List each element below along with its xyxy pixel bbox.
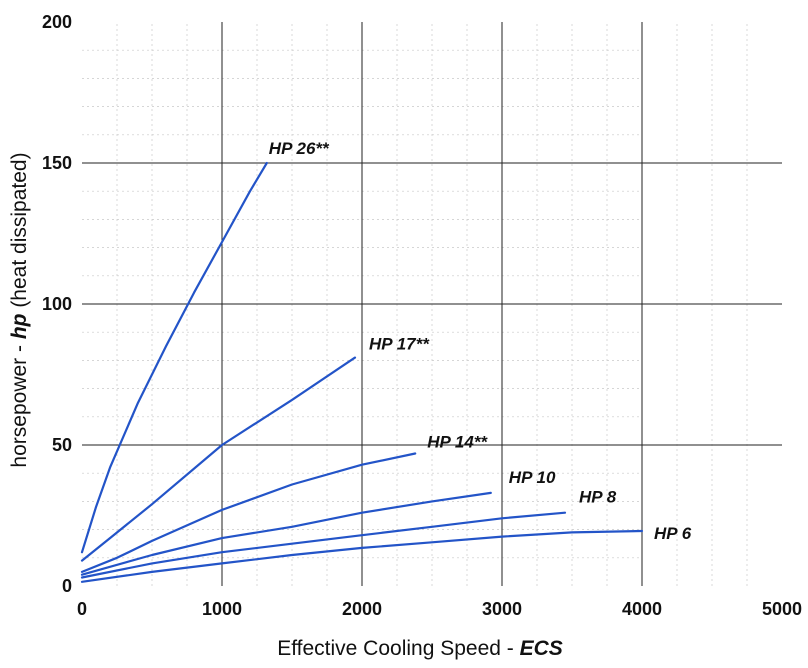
y-axis-ticks: 0 50 100 150 200 [42, 12, 72, 596]
series-line [80, 452, 417, 573]
x-tick-label: 4000 [622, 599, 662, 619]
series-line [80, 491, 492, 576]
major-grid [82, 22, 782, 586]
y-axis-label: horsepower - hp (heat dissipated) [8, 152, 31, 467]
series-label: HP 14** [427, 432, 488, 451]
series-line [80, 356, 357, 562]
series-line [80, 161, 268, 554]
y-tick-label: 50 [52, 435, 72, 455]
y-tick-label: 150 [42, 153, 72, 173]
series-label: HP 8 [579, 488, 617, 507]
y-axis-label-suffix: (heat dissipated) [8, 152, 31, 313]
y-tick-label: 200 [42, 12, 72, 32]
series-line [80, 511, 567, 579]
series-label: HP 26** [269, 139, 330, 158]
y-tick-label: 0 [62, 576, 72, 596]
x-axis-ticks: 0 1000 2000 3000 4000 5000 [77, 599, 802, 619]
x-axis-label-prefix: Effective Cooling Speed - [277, 637, 519, 660]
series-line [80, 529, 644, 583]
y-axis-label-prefix: horsepower - [8, 339, 31, 467]
series-label: HP 6 [654, 524, 692, 543]
x-tick-label: 5000 [762, 599, 802, 619]
x-axis-label-emphasis: ECS [520, 637, 563, 660]
x-tick-label: 3000 [482, 599, 522, 619]
series-label: HP 17** [369, 335, 430, 354]
x-axis-label: Effective Cooling Speed - ECS [277, 637, 563, 660]
x-tick-label: 2000 [342, 599, 382, 619]
x-tick-label: 0 [77, 599, 87, 619]
y-axis-label-emphasis: hp [8, 313, 31, 339]
series-label: HP 10 [509, 468, 556, 487]
x-tick-label: 1000 [202, 599, 242, 619]
y-tick-label: 100 [42, 294, 72, 314]
series-labels: HP 26** HP 17** HP 14** HP 10 HP 8 HP 6 [269, 139, 692, 543]
series-lines [80, 161, 644, 583]
